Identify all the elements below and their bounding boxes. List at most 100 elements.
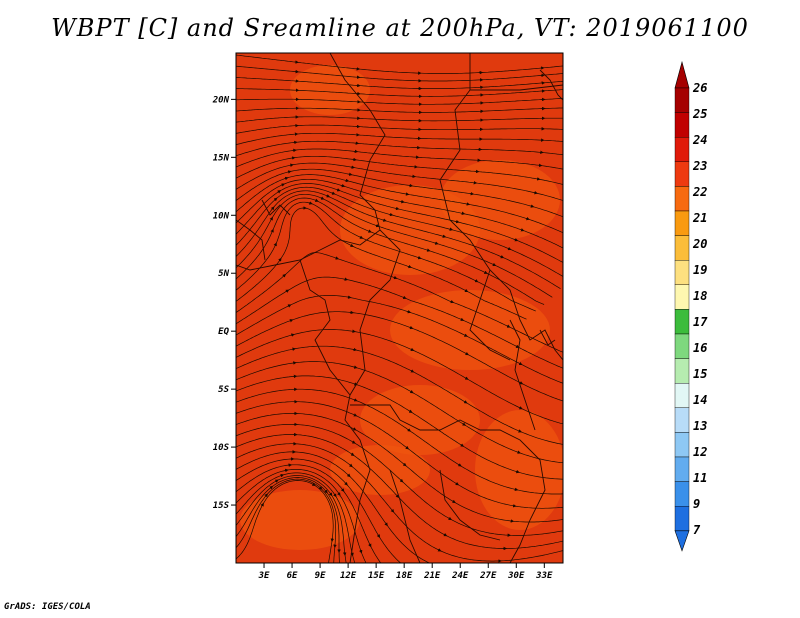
- lon-tick-label: 33E: [535, 571, 553, 581]
- streamline-arrow: [460, 443, 465, 447]
- colorbar-level-label: 26: [692, 81, 707, 95]
- colorbar-level-label: 7: [693, 523, 701, 537]
- streamline-arrow: [402, 462, 407, 467]
- colorbar-level-label: 15: [693, 367, 707, 381]
- lon-tick-label: 12E: [340, 571, 357, 581]
- streamline: [236, 480, 334, 563]
- streamline-arrow: [409, 325, 414, 330]
- streamline: [236, 464, 382, 563]
- streamline: [236, 54, 563, 74]
- colorbar-level-label: 24: [692, 133, 707, 147]
- streamline-arrow: [353, 413, 358, 417]
- streamline-arrow: [409, 389, 414, 394]
- warm-patch: [330, 445, 430, 495]
- colorbar-cell: [674, 136, 690, 162]
- streamline: [236, 168, 563, 218]
- streamline-arrow: [290, 333, 295, 337]
- streamline-arrow: [443, 532, 448, 537]
- streamline-arrow: [337, 492, 341, 496]
- streamline: [236, 140, 563, 157]
- streamline-arrow: [280, 474, 285, 478]
- colorbar-level-label: 18: [693, 289, 707, 303]
- border-line: [439, 469, 501, 541]
- streamline-arrow: [270, 206, 275, 211]
- streamline: [236, 478, 337, 563]
- streamline-arrow: [410, 347, 415, 351]
- streamline-arrow: [359, 549, 363, 554]
- streamline-arrow: [311, 482, 316, 486]
- streamline-arrow: [367, 229, 372, 233]
- streamline-arrow: [519, 381, 524, 385]
- streamline-arrow: [308, 201, 313, 205]
- streamline-arrow: [492, 262, 497, 267]
- streamline-arrow: [384, 522, 388, 527]
- colorbar-cell: [674, 432, 690, 458]
- streamline: [236, 174, 563, 234]
- streamline: [236, 124, 563, 134]
- lon-tick-label: 15E: [368, 571, 385, 581]
- streamline-arrow: [269, 485, 274, 490]
- streamline: [236, 477, 340, 563]
- streamline-arrow: [264, 493, 268, 498]
- border-line: [539, 329, 556, 346]
- streamline: [236, 345, 563, 445]
- streamline-arrow: [359, 235, 364, 239]
- streamline-arrow: [460, 317, 465, 321]
- streamline-arrow: [407, 264, 412, 269]
- streamline-arrow: [405, 445, 410, 450]
- colorbar-level-label: 23: [692, 159, 707, 173]
- lat-tick-label: 15N: [213, 153, 230, 163]
- streamline-arrow: [382, 218, 387, 222]
- streamline: [236, 329, 563, 425]
- border-line: [389, 469, 421, 563]
- streamline-arrow: [340, 488, 345, 493]
- lon-tick-label: 21E: [423, 571, 441, 581]
- streamline: [236, 311, 563, 402]
- streamline: [236, 155, 563, 185]
- border-line: [329, 53, 386, 231]
- streamline-arrow: [353, 398, 358, 402]
- streamline-arrow: [328, 492, 333, 497]
- streamline-arrow: [410, 369, 415, 373]
- streamline-arrow: [506, 324, 511, 328]
- longitude-axis: 3E 6E 9E 12E 15E 18E 21E 24E 27E 30E 33E: [258, 563, 553, 581]
- colorbar-level-label: 20: [692, 237, 707, 251]
- colorbar-level-label: 9: [693, 497, 700, 511]
- colorbar-level-label: 16: [693, 341, 707, 355]
- streamline: [236, 98, 563, 105]
- colorbar-cell: [674, 358, 690, 384]
- streamline-arrow: [389, 212, 394, 217]
- streamline-arrow: [284, 176, 289, 181]
- streamline-arrow: [352, 427, 357, 431]
- border-line: [236, 229, 381, 271]
- streamline-arrow: [274, 479, 279, 483]
- colorbar-cell: [674, 333, 690, 359]
- streamline-arrow: [449, 227, 454, 231]
- colorbar-level-label: 14: [693, 393, 707, 407]
- colorbar-cell: [674, 235, 690, 261]
- colorbar-bottom-arrow: [674, 530, 690, 552]
- streamline-arrow: [451, 499, 456, 504]
- streamline-arrow: [324, 489, 328, 494]
- streamline-arrow: [455, 219, 460, 224]
- border-line: [480, 429, 546, 563]
- streamline-arrow: [287, 304, 292, 308]
- streamline-arrow: [437, 548, 442, 552]
- colorbar: 26 25 24 23 22 21 20 19 18 17 16 15 14 13 12 11 9 7: [674, 60, 708, 552]
- streamline-arrow: [349, 463, 353, 468]
- streamline-arrow: [395, 494, 400, 499]
- streamline-arrow: [514, 487, 519, 492]
- lon-tick-label: 18E: [396, 571, 413, 581]
- streamline-arrow: [393, 275, 398, 280]
- streamline-arrow: [320, 196, 325, 200]
- colorbar-level-label: 25: [692, 107, 707, 121]
- streamline-arrow: [273, 242, 277, 247]
- streamline-arrow: [518, 361, 523, 366]
- streamline-arrow: [368, 543, 372, 548]
- streamline-arrow: [462, 422, 467, 426]
- border-line: [469, 269, 511, 361]
- map-panel: [236, 53, 563, 563]
- streamline-arrow: [399, 478, 404, 483]
- lat-tick-label: 20N: [212, 95, 230, 105]
- streamline-arrow: [518, 429, 522, 433]
